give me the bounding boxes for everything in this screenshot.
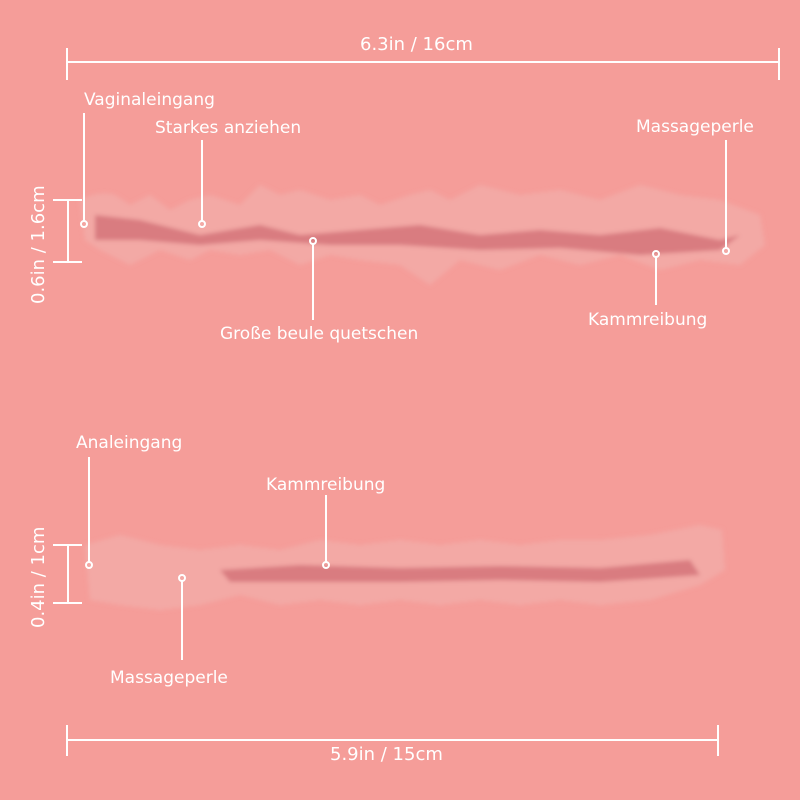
bottom-length-dimension-line [66,725,719,756]
top-width-label: 0.6in / 1.6cm [28,185,49,304]
bottom-canal-image [85,525,725,610]
annotation-lines [53,48,780,756]
top-canal-inner [95,215,740,255]
bottom-canal-outer [85,525,725,610]
leader-vaginal-entrance [80,113,88,228]
label-massage-bead-bottom: Massageperle [110,668,228,688]
top-length-dimension-line [66,48,780,80]
leader-ridge-bottom [322,495,330,569]
top-width-dimension-line [53,199,82,263]
label-big-bump: Große beule quetschen [220,324,419,344]
label-ridge-bottom: Kammreibung [266,475,386,495]
top-length-label: 6.3in / 16cm [360,34,473,55]
leader-massage-bead-bottom [178,574,186,660]
leader-massage-bead-top [722,140,730,255]
leader-anal-entrance [85,457,93,569]
label-ridge-top: Kammreibung [588,310,708,330]
top-canal-image [80,185,765,285]
bottom-canal-inner [220,560,700,582]
label-massage-bead-top: Massageperle [636,117,754,137]
leader-big-bump [309,237,317,320]
leader-strong-suction [198,140,206,228]
leader-ridge-top [652,250,660,305]
bottom-width-label: 0.4in / 1cm [28,526,49,628]
label-strong-suction: Starkes anziehen [155,118,302,138]
label-anal-entrance: Analeingang [76,433,183,453]
label-vaginal-entrance: Vaginaleingang [84,90,215,110]
bottom-width-dimension-line [53,544,82,604]
bottom-length-label: 5.9in / 15cm [330,744,443,765]
